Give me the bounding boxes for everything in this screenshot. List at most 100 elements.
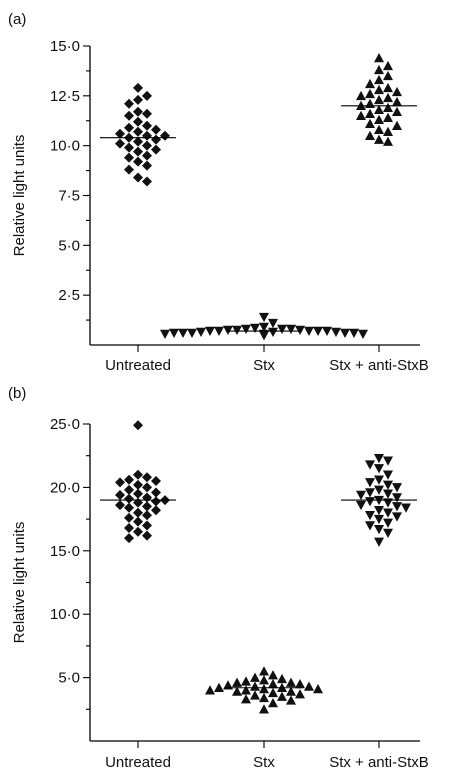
data-point <box>374 475 384 485</box>
data-point <box>124 142 134 153</box>
data-point <box>142 492 152 503</box>
data-point <box>383 498 393 508</box>
data-point <box>365 118 375 128</box>
data-point <box>133 507 143 518</box>
data-point <box>259 312 269 323</box>
data-point <box>383 60 393 71</box>
data-point <box>151 476 161 487</box>
data-point <box>365 497 375 507</box>
data-point <box>124 533 134 544</box>
data-point <box>365 108 375 119</box>
data-point <box>142 140 152 151</box>
data-point <box>142 90 152 101</box>
data-point <box>241 685 251 695</box>
y-tick-label: 7·5 <box>58 188 80 205</box>
data-point <box>374 537 384 547</box>
data-point <box>142 482 152 493</box>
data-point <box>115 138 125 149</box>
data-point <box>268 687 278 698</box>
data-point <box>142 520 152 531</box>
data-point <box>250 323 260 334</box>
data-point <box>358 329 368 340</box>
data-point <box>133 488 143 499</box>
data-point <box>392 96 402 107</box>
data-point <box>383 82 393 93</box>
data-point <box>268 678 278 689</box>
data-point <box>124 484 134 495</box>
data-point <box>151 134 161 145</box>
data-point <box>151 505 161 516</box>
data-point <box>142 472 152 483</box>
data-point <box>259 692 269 703</box>
data-point <box>160 329 170 340</box>
data-point <box>241 694 251 704</box>
y-tick-label: 15·0 <box>50 543 80 560</box>
data-point <box>142 530 152 541</box>
data-point <box>365 130 375 140</box>
data-point <box>295 325 305 336</box>
x-category-label: Untreated <box>105 357 171 374</box>
data-point <box>313 326 323 337</box>
data-point <box>268 318 278 329</box>
data-point <box>304 681 314 691</box>
data-point <box>383 480 393 490</box>
data-point <box>259 684 269 694</box>
data-point <box>232 325 242 336</box>
data-point <box>142 160 152 171</box>
data-point <box>142 150 152 161</box>
data-point <box>374 84 384 95</box>
data-point <box>133 82 143 93</box>
data-point <box>133 516 143 527</box>
y-tick-label: 20·0 <box>50 479 80 496</box>
data-point <box>374 464 384 474</box>
data-point <box>392 483 402 493</box>
data-point <box>295 678 305 689</box>
data-point <box>365 521 375 531</box>
data-point <box>268 670 278 680</box>
data-point <box>295 689 305 699</box>
data-point <box>124 493 134 504</box>
data-point <box>374 64 384 75</box>
panel-b: (b) 25·0 20·0 15·0 10·0 5·0 Relative light uni… <box>8 385 429 771</box>
data-point <box>142 130 152 141</box>
data-point <box>277 691 287 701</box>
data-point <box>383 92 393 103</box>
data-point <box>259 322 269 333</box>
data-point <box>286 686 296 696</box>
data-point <box>196 327 206 338</box>
data-point <box>151 124 161 135</box>
data-point <box>374 453 384 464</box>
data-point <box>124 502 134 513</box>
data-point <box>250 690 260 700</box>
data-point <box>223 680 233 690</box>
data-point <box>392 502 402 512</box>
data-point <box>205 685 215 695</box>
x-category-label: Untreated <box>105 754 171 771</box>
y-tick-label: 12·5 <box>50 88 80 105</box>
data-point <box>340 328 350 339</box>
data-point <box>374 52 384 63</box>
panel-label: (b) <box>8 385 26 402</box>
data-point <box>383 528 393 539</box>
data-point <box>365 78 375 89</box>
data-point <box>392 86 402 97</box>
data-point <box>142 120 152 131</box>
y-tick-label: 5·0 <box>58 670 80 687</box>
data-point <box>286 324 296 335</box>
data-point <box>142 501 152 512</box>
data-point <box>383 70 393 81</box>
data-point <box>331 327 341 338</box>
data-point <box>383 136 393 146</box>
data-point <box>365 460 375 470</box>
data-point <box>374 74 384 85</box>
group-0 <box>100 82 176 187</box>
data-point <box>383 126 393 136</box>
data-point <box>374 134 384 144</box>
data-point <box>133 136 143 147</box>
group-2 <box>341 52 417 146</box>
data-point <box>356 490 366 501</box>
data-point <box>151 496 161 507</box>
data-point <box>124 110 134 121</box>
data-point <box>259 666 269 676</box>
data-point <box>313 684 323 694</box>
